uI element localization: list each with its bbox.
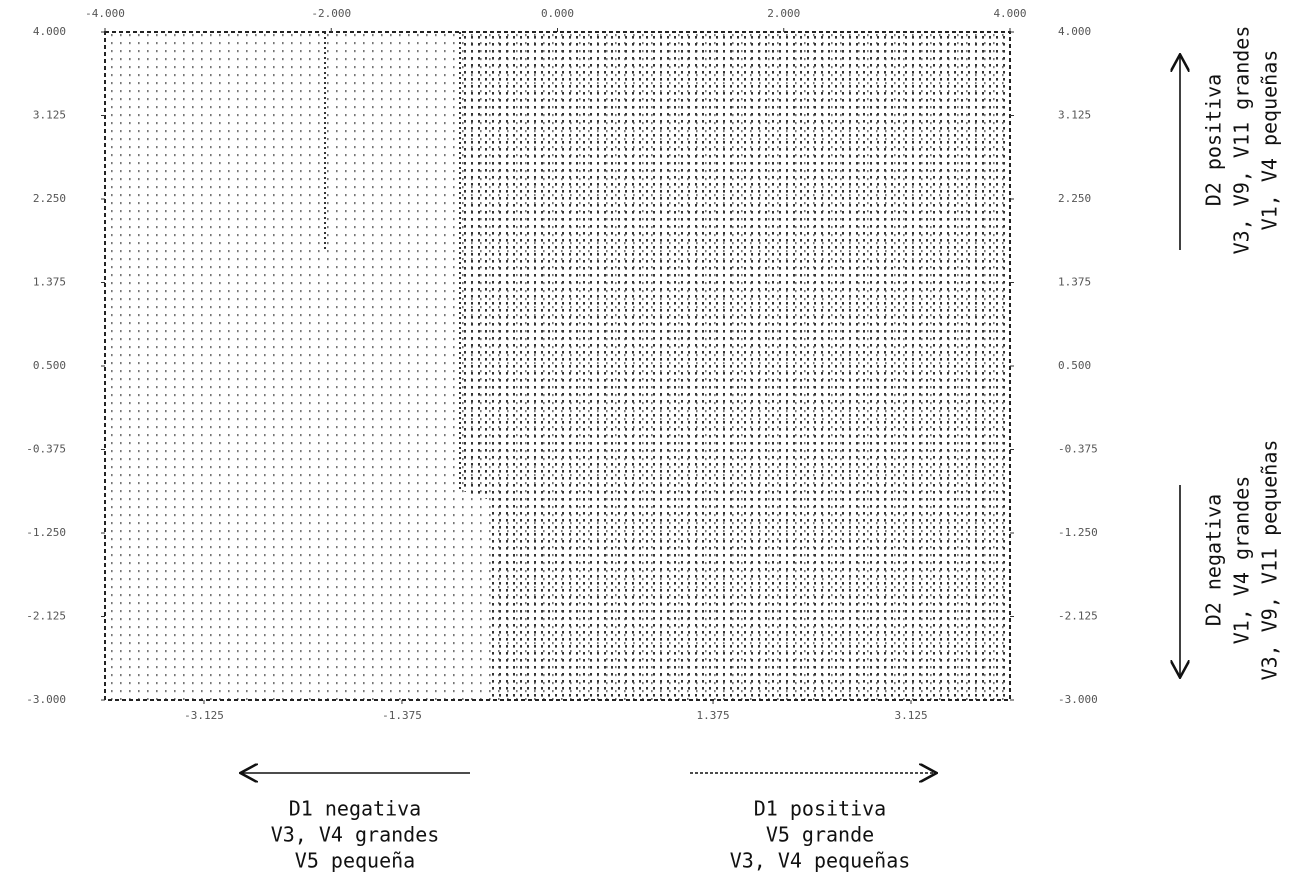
- y-tick-label: 2.250: [33, 192, 66, 205]
- annotation: V3, V9, V11 pequeñas: [1258, 440, 1282, 681]
- annotation: V5 pequeña: [295, 849, 415, 873]
- chart: -4.000 -2.000 0.000 2.000 4.000 -3.125 -1.375 1…: [0, 0, 1299, 891]
- annotation: D2 negativa: [1202, 494, 1226, 626]
- annotation: D1 negativa: [289, 797, 421, 821]
- x2-tick-label: -2.000: [311, 7, 351, 20]
- y2-tick-label: -1.250: [1058, 526, 1098, 539]
- annotation: D1 positiva: [754, 797, 886, 821]
- x-tick-label: -1.375: [382, 709, 422, 722]
- x-tick-label: 3.125: [894, 709, 927, 722]
- x2-tick-label: 2.000: [767, 7, 800, 20]
- annotation: V5 grande: [766, 823, 874, 847]
- y-tick-label: -1.250: [26, 526, 66, 539]
- annotation: V3, V4 grandes: [271, 823, 440, 847]
- y-tick-label: -3.000: [26, 693, 66, 706]
- annotation: D2 positiva: [1202, 74, 1226, 206]
- annotation: V3, V4 pequeñas: [730, 849, 911, 873]
- y-tick-label: -0.375: [26, 443, 66, 456]
- y-tick-label: 3.125: [33, 109, 66, 122]
- x2-tick-label: 4.000: [993, 7, 1026, 20]
- y2-tick-label: 1.375: [1058, 276, 1091, 289]
- x-tick-label: -3.125: [184, 709, 224, 722]
- annotation: V1, V4 pequeñas: [1258, 50, 1282, 231]
- x2-tick-label: 0.000: [541, 7, 574, 20]
- y2-tick-label: -0.375: [1058, 443, 1098, 456]
- territory-map: [105, 32, 1010, 700]
- annotation: V3, V9, V11 grandes: [1230, 26, 1254, 255]
- y2-tick-label: 2.250: [1058, 192, 1091, 205]
- x2-tick-label: -4.000: [85, 7, 125, 20]
- y-tick-label: 1.375: [33, 276, 66, 289]
- y2-tick-label: -3.000: [1058, 693, 1098, 706]
- y-tick-label: 4.000: [33, 25, 66, 38]
- y2-tick-label: 0.500: [1058, 359, 1091, 372]
- y-tick-label: 0.500: [33, 359, 66, 372]
- annotation: V1, V4 grandes: [1230, 476, 1254, 645]
- x-tick-label: 1.375: [696, 709, 729, 722]
- y2-tick-label: 4.000: [1058, 25, 1091, 38]
- y2-tick-label: 3.125: [1058, 109, 1091, 122]
- y2-tick-label: -2.125: [1058, 610, 1098, 623]
- y-tick-label: -2.125: [26, 610, 66, 623]
